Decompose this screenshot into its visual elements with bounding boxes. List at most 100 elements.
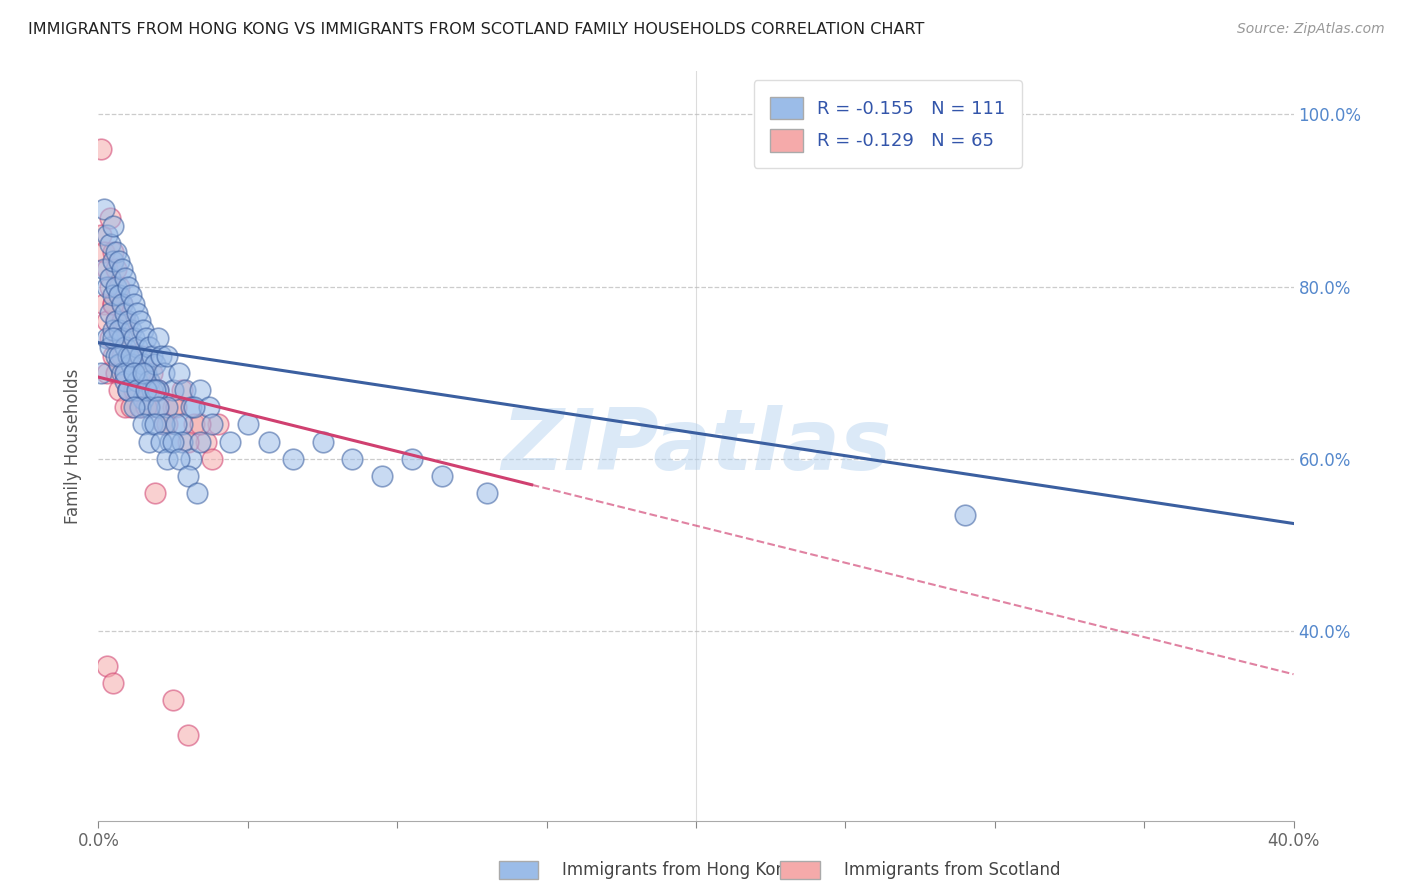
Text: Source: ZipAtlas.com: Source: ZipAtlas.com: [1237, 22, 1385, 37]
Point: [108, 383, 131, 397]
Point: [114, 305, 136, 319]
Point: [138, 383, 160, 397]
Point: [183, 401, 205, 415]
Text: Immigrants from Hong Kong: Immigrants from Hong Kong: [562, 861, 797, 879]
Point: [103, 297, 125, 311]
Point: [111, 297, 134, 311]
Point: [117, 279, 139, 293]
Point: [167, 451, 190, 466]
Point: [105, 349, 128, 363]
Point: [162, 693, 184, 707]
Point: [183, 417, 205, 432]
Point: [141, 383, 163, 397]
Point: [127, 383, 149, 397]
Point: [177, 434, 200, 449]
Point: [127, 305, 149, 319]
Point: [198, 401, 221, 415]
Point: [111, 366, 134, 380]
Point: [172, 417, 194, 432]
Point: [342, 451, 364, 466]
Point: [114, 314, 136, 328]
Legend: R = -0.155   N = 111, R = -0.129   N = 65: R = -0.155 N = 111, R = -0.129 N = 65: [754, 80, 1022, 168]
Point: [475, 486, 498, 500]
Point: [103, 297, 125, 311]
Point: [165, 401, 187, 415]
Point: [172, 383, 194, 397]
Point: [430, 469, 453, 483]
Point: [114, 401, 136, 415]
Point: [167, 366, 190, 380]
Point: [135, 401, 157, 415]
Point: [98, 211, 122, 225]
Point: [156, 401, 179, 415]
Point: [103, 288, 125, 302]
Point: [153, 366, 176, 380]
Point: [90, 366, 112, 380]
Point: [129, 366, 152, 380]
Point: [98, 271, 122, 285]
Point: [180, 401, 202, 415]
Point: [135, 366, 157, 380]
Point: [162, 434, 184, 449]
Point: [148, 401, 170, 415]
Point: [114, 366, 136, 380]
Text: ZIPatlas: ZIPatlas: [501, 404, 891, 488]
Point: [124, 366, 146, 380]
Point: [132, 349, 155, 363]
Point: [174, 383, 197, 397]
Text: Immigrants from Scotland: Immigrants from Scotland: [844, 861, 1060, 879]
Point: [201, 417, 224, 432]
Point: [120, 288, 142, 302]
Point: [127, 375, 149, 389]
Point: [117, 349, 139, 363]
Point: [120, 349, 142, 363]
Point: [114, 271, 136, 285]
Point: [124, 366, 146, 380]
Point: [120, 357, 142, 371]
Point: [148, 383, 170, 397]
Point: [129, 349, 152, 363]
Point: [108, 331, 131, 345]
Point: [105, 262, 128, 277]
Point: [93, 202, 115, 216]
Point: [93, 262, 115, 277]
Point: [132, 366, 155, 380]
Point: [143, 383, 166, 397]
Point: [141, 417, 163, 432]
Point: [188, 417, 211, 432]
Point: [127, 340, 149, 354]
Point: [96, 314, 118, 328]
Point: [111, 262, 134, 277]
Point: [124, 366, 146, 380]
Point: [129, 401, 152, 415]
Point: [141, 349, 163, 363]
Point: [257, 434, 280, 449]
Point: [162, 383, 184, 397]
Point: [90, 142, 112, 156]
Point: [108, 357, 131, 371]
Point: [138, 401, 160, 415]
Point: [98, 279, 122, 293]
Y-axis label: Family Households: Family Households: [65, 368, 83, 524]
Point: [129, 314, 152, 328]
Point: [120, 323, 142, 337]
Point: [138, 401, 160, 415]
Point: [132, 417, 155, 432]
Point: [114, 340, 136, 354]
Point: [141, 366, 163, 380]
Point: [138, 340, 160, 354]
Point: [153, 417, 176, 432]
Point: [150, 434, 173, 449]
Point: [195, 434, 218, 449]
Point: [114, 375, 136, 389]
Point: [236, 417, 259, 432]
Point: [143, 357, 166, 371]
Point: [96, 366, 118, 380]
Point: [188, 383, 211, 397]
Point: [98, 305, 122, 319]
Point: [105, 279, 128, 293]
Point: [281, 451, 304, 466]
Point: [117, 349, 139, 363]
Point: [148, 401, 170, 415]
Point: [180, 451, 202, 466]
